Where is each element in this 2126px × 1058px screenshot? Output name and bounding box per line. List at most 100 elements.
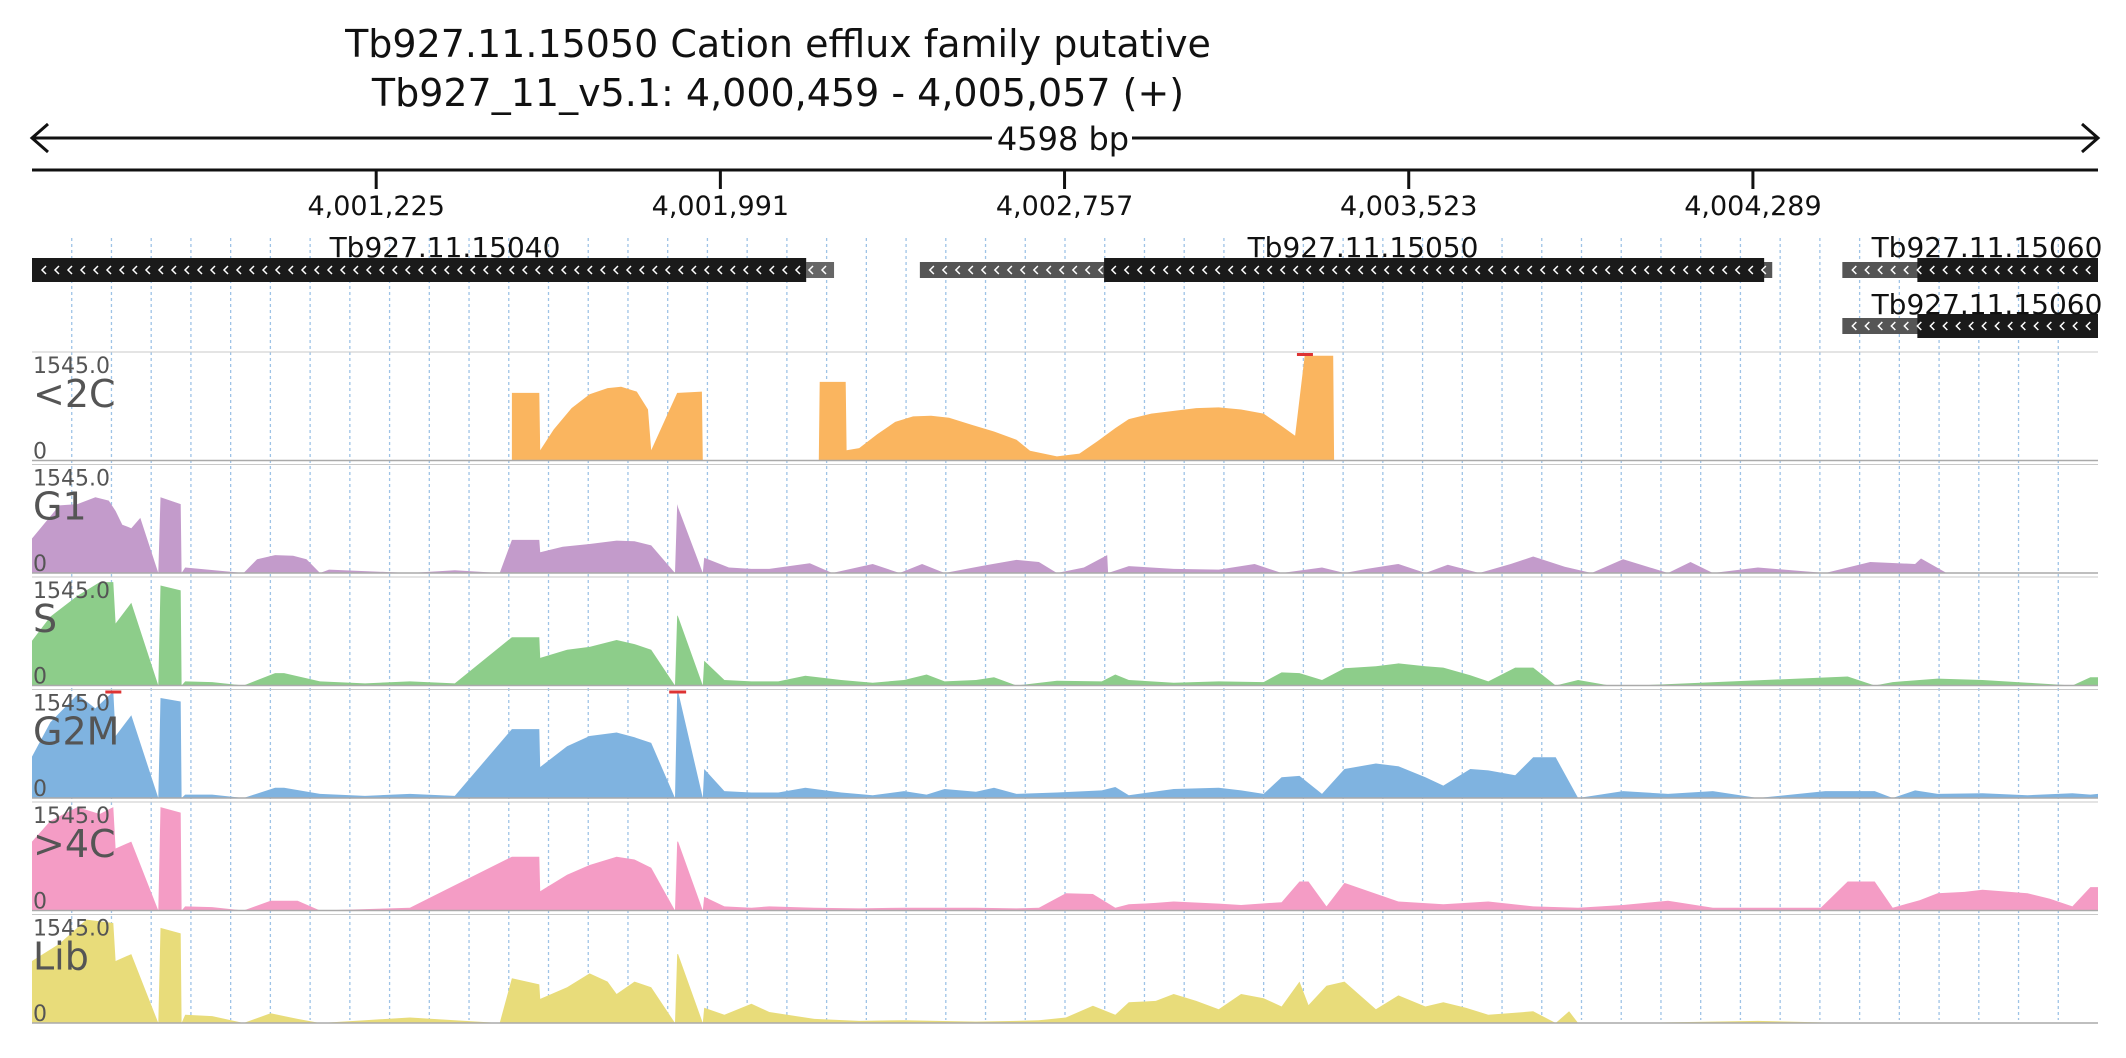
strand-chevron: [1409, 265, 1416, 275]
strand-chevron: [1864, 265, 1870, 275]
strand-chevron: [92, 265, 99, 275]
coverage-area: [511, 354, 1335, 461]
strand-chevron: [1916, 265, 1922, 275]
strand-chevron: [1981, 265, 1987, 275]
coverage-area: [32, 582, 2098, 686]
y-max-label: 1545.0: [33, 467, 110, 492]
track-g1: 1545.0G1 0: [32, 464, 2098, 577]
strand-chevron: [755, 265, 762, 275]
strand-chevron: [1890, 321, 1896, 331]
strand-chevron: [1305, 265, 1312, 275]
gene-model: Tb927.11.15060: [1842, 288, 2102, 338]
strand-chevron: [469, 265, 476, 275]
coverage-area: [32, 919, 2098, 1023]
y-max-label: 1545.0: [33, 917, 110, 942]
strand-chevron: [1201, 265, 1208, 275]
span-label: 4598 bp: [997, 120, 1129, 158]
strand-chevron: [1331, 265, 1338, 275]
strand-chevron: [1513, 265, 1520, 275]
strand-chevron: [248, 265, 255, 275]
strand-chevron: [781, 265, 788, 275]
chart-title: Tb927.11.15050 Cation efflux family puta…: [344, 22, 1211, 66]
strand-chevron: [1851, 265, 1857, 275]
strand-chevron: [2072, 265, 2078, 275]
strand-chevron: [954, 265, 961, 275]
strand-chevron: [1552, 265, 1559, 275]
strand-chevron: [235, 265, 242, 275]
strand-chevron: [729, 265, 736, 275]
strand-chevron: [2020, 321, 2026, 331]
strand-chevron: [2046, 321, 2052, 331]
track-4c: 1545.0>4C 0: [32, 801, 2098, 915]
strand-chevron: [1643, 265, 1650, 275]
strand-chevron: [66, 265, 73, 275]
strand-chevron: [2059, 321, 2065, 331]
strand-chevron: [2007, 265, 2013, 275]
strand-chevron: [1721, 265, 1728, 275]
strand-chevron: [274, 265, 281, 275]
strand-chevron: [1539, 265, 1546, 275]
strand-chevron: [2085, 265, 2091, 275]
strand-chevron: [677, 265, 684, 275]
strand-chevron: [378, 265, 385, 275]
strand-chevron: [599, 265, 606, 275]
strand-chevron: [1968, 321, 1974, 331]
strand-chevron: [967, 265, 974, 275]
track-name: G2M: [33, 710, 119, 754]
strand-chevron: [1565, 265, 1572, 275]
strand-chevron: [300, 265, 307, 275]
track-name: S: [33, 597, 57, 641]
strand-chevron: [993, 265, 1000, 275]
strand-chevron: [1877, 265, 1883, 275]
strand-chevron: [1045, 265, 1052, 275]
strand-chevron: [690, 265, 697, 275]
strand-chevron: [456, 265, 463, 275]
track-name: >4C: [33, 822, 116, 866]
y-max-label: 1545.0: [33, 354, 110, 379]
strand-chevron: [941, 265, 948, 275]
strand-chevron: [1760, 265, 1767, 275]
strand-chevron: [1630, 265, 1637, 275]
strand-chevron: [1942, 265, 1948, 275]
strand-chevron: [1357, 265, 1364, 275]
x-tick-label: 4,002,757: [996, 191, 1133, 222]
coverage-tracks: 1545.0<2C01545.0G101545.0S01545.0G2M0154…: [32, 351, 2098, 1027]
coverage-area: [32, 497, 1947, 573]
strand-chevron: [1747, 265, 1754, 275]
gene-label: Tb927.11.15050: [1247, 231, 1479, 264]
strand-chevron: [1188, 265, 1195, 275]
gene-track: Tb927.11.15040 Tb927.11.15050 Tb927.11.150…: [32, 231, 2102, 338]
strand-chevron: [980, 265, 987, 275]
strand-chevron: [651, 265, 658, 275]
strand-chevron: [1019, 265, 1026, 275]
track-name: Lib: [33, 935, 89, 979]
gridlines: [71, 238, 2059, 1020]
strand-chevron: [430, 265, 437, 275]
strand-chevron: [170, 265, 177, 275]
span-ruler: 4598 bp: [29, 118, 2101, 158]
strand-chevron: [1929, 265, 1935, 275]
strand-chevron: [339, 265, 346, 275]
strand-chevron: [144, 265, 151, 275]
strand-chevron: [612, 265, 619, 275]
strand-chevron: [1032, 265, 1039, 275]
strand-chevron: [1461, 265, 1468, 275]
strand-chevron: [495, 265, 502, 275]
strand-chevron: [1383, 265, 1390, 275]
strand-chevron: [1123, 265, 1130, 275]
y-min-label: 0: [33, 1002, 47, 1027]
strand-chevron: [521, 265, 528, 275]
gene-label: Tb927.11.15060: [1871, 231, 2103, 264]
strand-chevron: [313, 265, 320, 275]
gene-label: Tb927.11.15040: [329, 231, 561, 264]
strand-chevron: [1526, 265, 1533, 275]
strand-chevron: [1175, 265, 1182, 275]
strand-chevron: [105, 265, 112, 275]
span-arrow-left: [29, 122, 49, 154]
strand-chevron: [1500, 265, 1507, 275]
strand-chevron: [1695, 265, 1702, 275]
x-tick-label: 4,001,991: [652, 191, 789, 222]
y-min-label: 0: [33, 777, 47, 802]
